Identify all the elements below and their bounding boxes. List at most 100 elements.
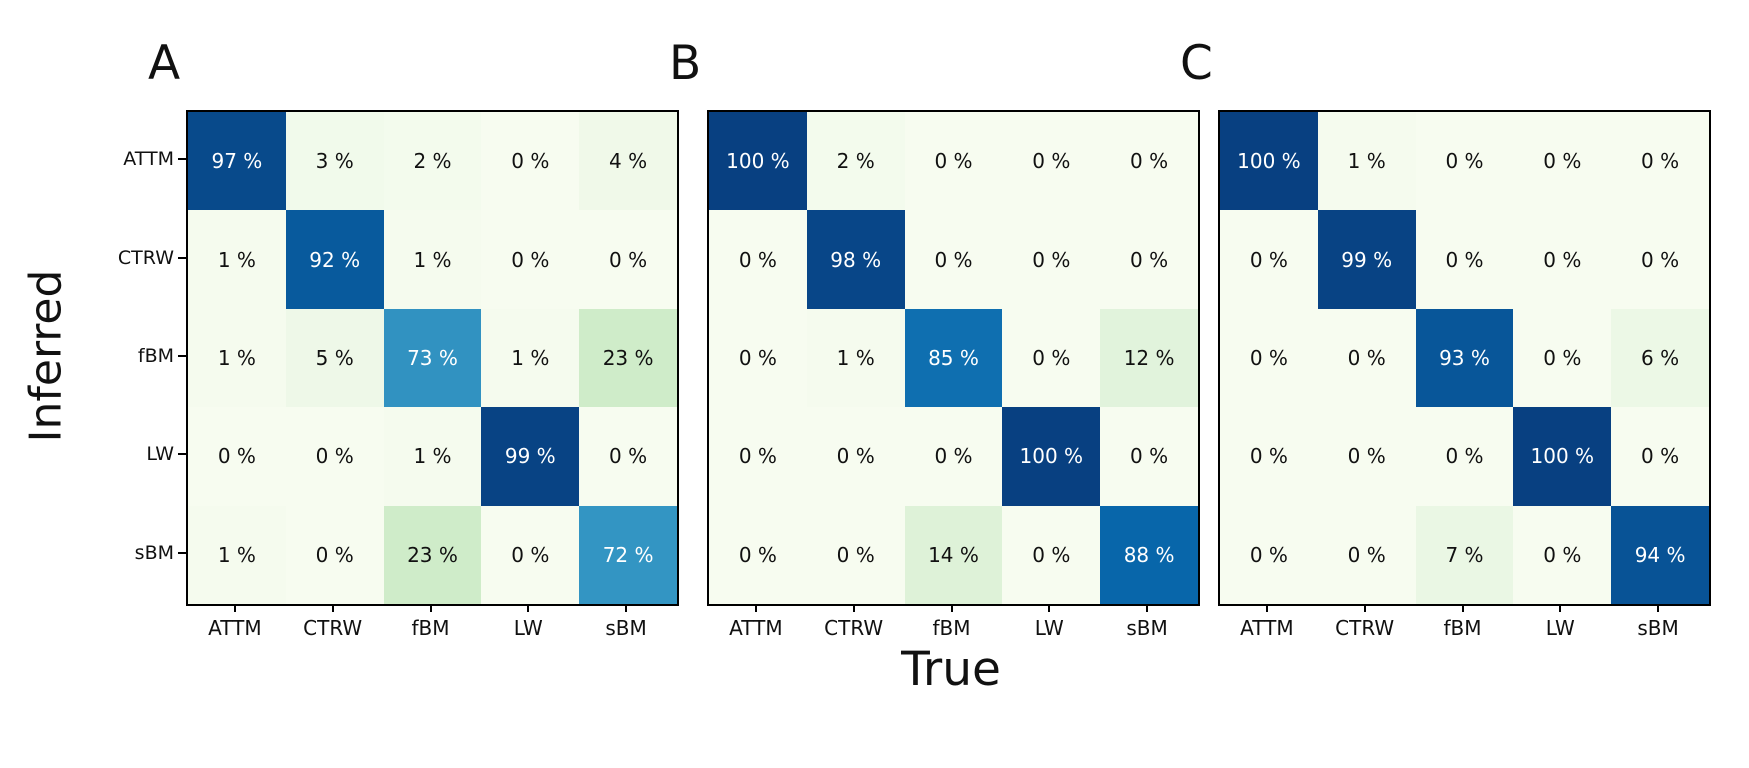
matrix-cell: 1 %: [383, 210, 482, 309]
matrix-cell: 0 %: [1317, 407, 1416, 506]
matrix-cell: 3 %: [285, 112, 384, 211]
matrix-cell: 1 %: [188, 210, 286, 309]
matrix-cell: 0 %: [188, 407, 286, 506]
matrix-cell: 23 %: [383, 505, 482, 604]
matrix-cell: 5 %: [285, 308, 384, 408]
heatmap-matrix: 100 % 1 % 0 % 0 % 0 % 0 % 99 % 0 % 0 % 0 % 0 % 0 % 9…: [1218, 110, 1711, 606]
x-tick-label: sBM: [605, 616, 647, 640]
matrix-cell: 0 %: [1220, 407, 1318, 506]
x-tick-mark: [1363, 604, 1366, 612]
matrix-cell: 0 %: [1100, 407, 1198, 506]
matrix-cell: 100 %: [1220, 112, 1318, 211]
matrix-cell: 0 %: [904, 210, 1003, 309]
matrix-cell: 0 %: [904, 112, 1003, 211]
matrix-cell: 1 %: [188, 505, 286, 604]
x-tick-mark: [429, 604, 432, 612]
x-tick-label: LW: [1034, 616, 1064, 640]
matrix-cell: 0 %: [1415, 112, 1514, 211]
panel-title: C: [1180, 36, 1213, 91]
matrix-cell: 0 %: [1002, 505, 1101, 604]
matrix-cell: 0 %: [709, 308, 807, 408]
matrix-cell: 0 %: [1513, 112, 1612, 211]
panel-title: B: [669, 36, 702, 91]
matrix-cell: 0 %: [1513, 505, 1612, 604]
matrix-cell: 0 %: [709, 407, 807, 506]
matrix-cell: 100 %: [709, 112, 807, 211]
x-tick-label: CTRW: [1335, 616, 1395, 640]
y-axis-label: Inferred: [20, 269, 72, 443]
heatmap-matrix: 97 % 3 % 2 % 0 % 4 % 1 % 92 % 1 % 0 % 0 % 1 % 5 % 73…: [186, 110, 679, 606]
x-tick-mark: [1559, 604, 1562, 612]
matrix-cell: 0 %: [1415, 210, 1514, 309]
matrix-cell: 92 %: [285, 210, 384, 309]
y-tick-label: LW: [146, 443, 174, 466]
matrix-cell: 2 %: [806, 112, 905, 211]
panel-title: A: [148, 36, 181, 91]
y-tick-mark: [178, 453, 186, 456]
matrix-cell: 85 %: [904, 308, 1003, 408]
x-tick-label: sBM: [1126, 616, 1168, 640]
matrix-cell: 0 %: [1513, 210, 1612, 309]
x-axis-label: True: [901, 642, 1001, 697]
matrix-cell: 100 %: [1513, 407, 1612, 506]
matrix-cell: 0 %: [1002, 210, 1101, 309]
matrix-cell: 0 %: [1002, 308, 1101, 408]
x-tick-mark: [527, 604, 530, 612]
matrix-cell: 0 %: [285, 407, 384, 506]
y-tick-label: fBM: [137, 345, 174, 367]
matrix-cell: 72 %: [579, 505, 677, 604]
x-tick-label: sBM: [1637, 616, 1679, 640]
matrix-cell: 0 %: [1220, 308, 1318, 408]
x-tick-mark: [754, 604, 757, 612]
x-tick-label: ATTM: [1240, 616, 1294, 640]
matrix-cell: 0 %: [1220, 505, 1318, 604]
x-tick-mark: [1265, 604, 1268, 612]
x-tick-label: fBM: [932, 616, 971, 640]
matrix-cell: 0 %: [481, 112, 580, 211]
y-tick-mark: [178, 158, 186, 161]
matrix-cell: 0 %: [1317, 308, 1416, 408]
matrix-cell: 0 %: [481, 210, 580, 309]
x-tick-mark: [852, 604, 855, 612]
x-tick-mark: [1146, 604, 1149, 612]
matrix-cell: 0 %: [806, 407, 905, 506]
matrix-cell: 0 %: [1100, 210, 1198, 309]
y-tick-label: CTRW: [117, 246, 174, 269]
x-tick-label: ATTM: [208, 616, 262, 640]
x-tick-mark: [233, 604, 236, 612]
matrix-cell: 12 %: [1100, 308, 1198, 408]
x-tick-label: fBM: [1443, 616, 1482, 640]
matrix-cell: 0 %: [1611, 112, 1709, 211]
matrix-cell: 98 %: [806, 210, 905, 309]
y-tick-label: ATTM: [123, 148, 174, 171]
matrix-cell: 0 %: [1611, 210, 1709, 309]
matrix-cell: 0 %: [1415, 407, 1514, 506]
x-tick-mark: [1461, 604, 1464, 612]
x-tick-mark: [331, 604, 334, 612]
matrix-cell: 0 %: [579, 210, 677, 309]
y-tick-mark: [178, 256, 186, 259]
matrix-cell: 14 %: [904, 505, 1003, 604]
matrix-cell: 99 %: [481, 407, 580, 506]
matrix-cell: 4 %: [579, 112, 677, 211]
matrix-cell: 0 %: [285, 505, 384, 604]
x-tick-mark: [625, 604, 628, 612]
y-tick-mark: [178, 551, 186, 554]
matrix-cell: 0 %: [904, 407, 1003, 506]
x-tick-label: LW: [513, 616, 543, 640]
matrix-cell: 0 %: [1513, 308, 1612, 408]
y-tick-label: sBM: [134, 541, 174, 564]
x-tick-label: fBM: [411, 616, 450, 640]
matrix-cell: 99 %: [1317, 210, 1416, 309]
matrix-cell: 23 %: [579, 308, 677, 408]
x-tick-mark: [1657, 604, 1660, 612]
heatmap-matrix: 100 % 2 % 0 % 0 % 0 % 0 % 98 % 0 % 0 % 0 % 0 % 1 % 8…: [707, 110, 1200, 606]
matrix-cell: 0 %: [579, 407, 677, 506]
matrix-cell: 0 %: [1100, 112, 1198, 211]
x-tick-label: LW: [1545, 616, 1575, 640]
matrix-cell: 97 %: [188, 112, 286, 211]
x-tick-label: CTRW: [824, 616, 884, 640]
x-tick-label: CTRW: [303, 616, 363, 640]
x-tick-mark: [1048, 604, 1051, 612]
